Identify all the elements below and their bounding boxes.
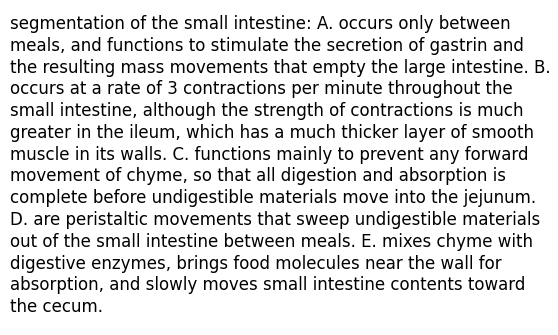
Text: out of the small intestine between meals. E. mixes chyme with: out of the small intestine between meals… [10,233,533,251]
Text: muscle in its walls. C. functions mainly to prevent any forward: muscle in its walls. C. functions mainly… [10,146,528,164]
Text: occurs at a rate of 3 contractions per minute throughout the: occurs at a rate of 3 contractions per m… [10,80,513,98]
Text: movement of chyme, so that all digestion and absorption is: movement of chyme, so that all digestion… [10,168,506,186]
Text: meals, and functions to stimulate the secretion of gastrin and: meals, and functions to stimulate the se… [10,37,524,55]
Text: absorption, and slowly moves small intestine contents toward: absorption, and slowly moves small intes… [10,276,526,294]
Text: digestive enzymes, brings food molecules near the wall for: digestive enzymes, brings food molecules… [10,255,502,273]
Text: complete before undigestible materials move into the jejunum.: complete before undigestible materials m… [10,189,536,207]
Text: small intestine, although the strength of contractions is much: small intestine, although the strength o… [10,102,523,120]
Text: greater in the ileum, which has a much thicker layer of smooth: greater in the ileum, which has a much t… [10,124,534,142]
Text: D. are peristaltic movements that sweep undigestible materials: D. are peristaltic movements that sweep … [10,211,540,229]
Text: segmentation of the small intestine: A. occurs only between: segmentation of the small intestine: A. … [10,15,511,33]
Text: the resulting mass movements that empty the large intestine. B.: the resulting mass movements that empty … [10,59,551,77]
Text: the cecum.: the cecum. [10,298,103,316]
